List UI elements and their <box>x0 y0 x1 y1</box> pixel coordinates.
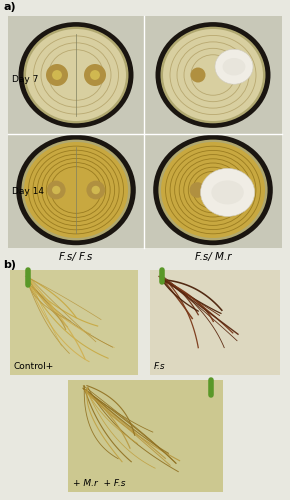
Ellipse shape <box>16 135 136 245</box>
Bar <box>10 270 138 375</box>
Ellipse shape <box>47 180 66 200</box>
Ellipse shape <box>46 64 68 86</box>
Text: b): b) <box>3 260 16 270</box>
Text: Control+: Control+ <box>13 362 53 371</box>
Bar <box>8 16 282 248</box>
Text: a): a) <box>3 2 16 12</box>
Ellipse shape <box>155 22 271 128</box>
Bar <box>150 270 280 375</box>
Ellipse shape <box>86 180 105 200</box>
Bar <box>68 380 223 492</box>
Ellipse shape <box>26 29 126 121</box>
Ellipse shape <box>223 58 245 76</box>
Ellipse shape <box>163 29 263 121</box>
Ellipse shape <box>19 22 133 128</box>
Text: Day 7: Day 7 <box>12 76 38 84</box>
Ellipse shape <box>211 180 244 204</box>
Ellipse shape <box>215 49 253 84</box>
Ellipse shape <box>158 140 268 240</box>
Ellipse shape <box>92 186 100 194</box>
Ellipse shape <box>23 26 128 124</box>
Text: Day 14: Day 14 <box>12 188 44 196</box>
Ellipse shape <box>153 135 273 245</box>
Ellipse shape <box>52 70 62 80</box>
Ellipse shape <box>190 182 205 198</box>
Ellipse shape <box>160 26 266 124</box>
Text: F.s: F.s <box>154 362 166 371</box>
Text: F.s/ F.s: F.s/ F.s <box>59 252 93 262</box>
Ellipse shape <box>90 70 100 80</box>
Text: + M.r  + F.s: + M.r + F.s <box>73 479 126 488</box>
Ellipse shape <box>200 168 255 216</box>
Ellipse shape <box>24 142 128 238</box>
Ellipse shape <box>161 142 265 238</box>
Text: F.s/ M.r: F.s/ M.r <box>195 252 231 262</box>
Ellipse shape <box>52 186 60 194</box>
Ellipse shape <box>21 140 130 240</box>
Ellipse shape <box>191 68 206 82</box>
Ellipse shape <box>84 64 106 86</box>
